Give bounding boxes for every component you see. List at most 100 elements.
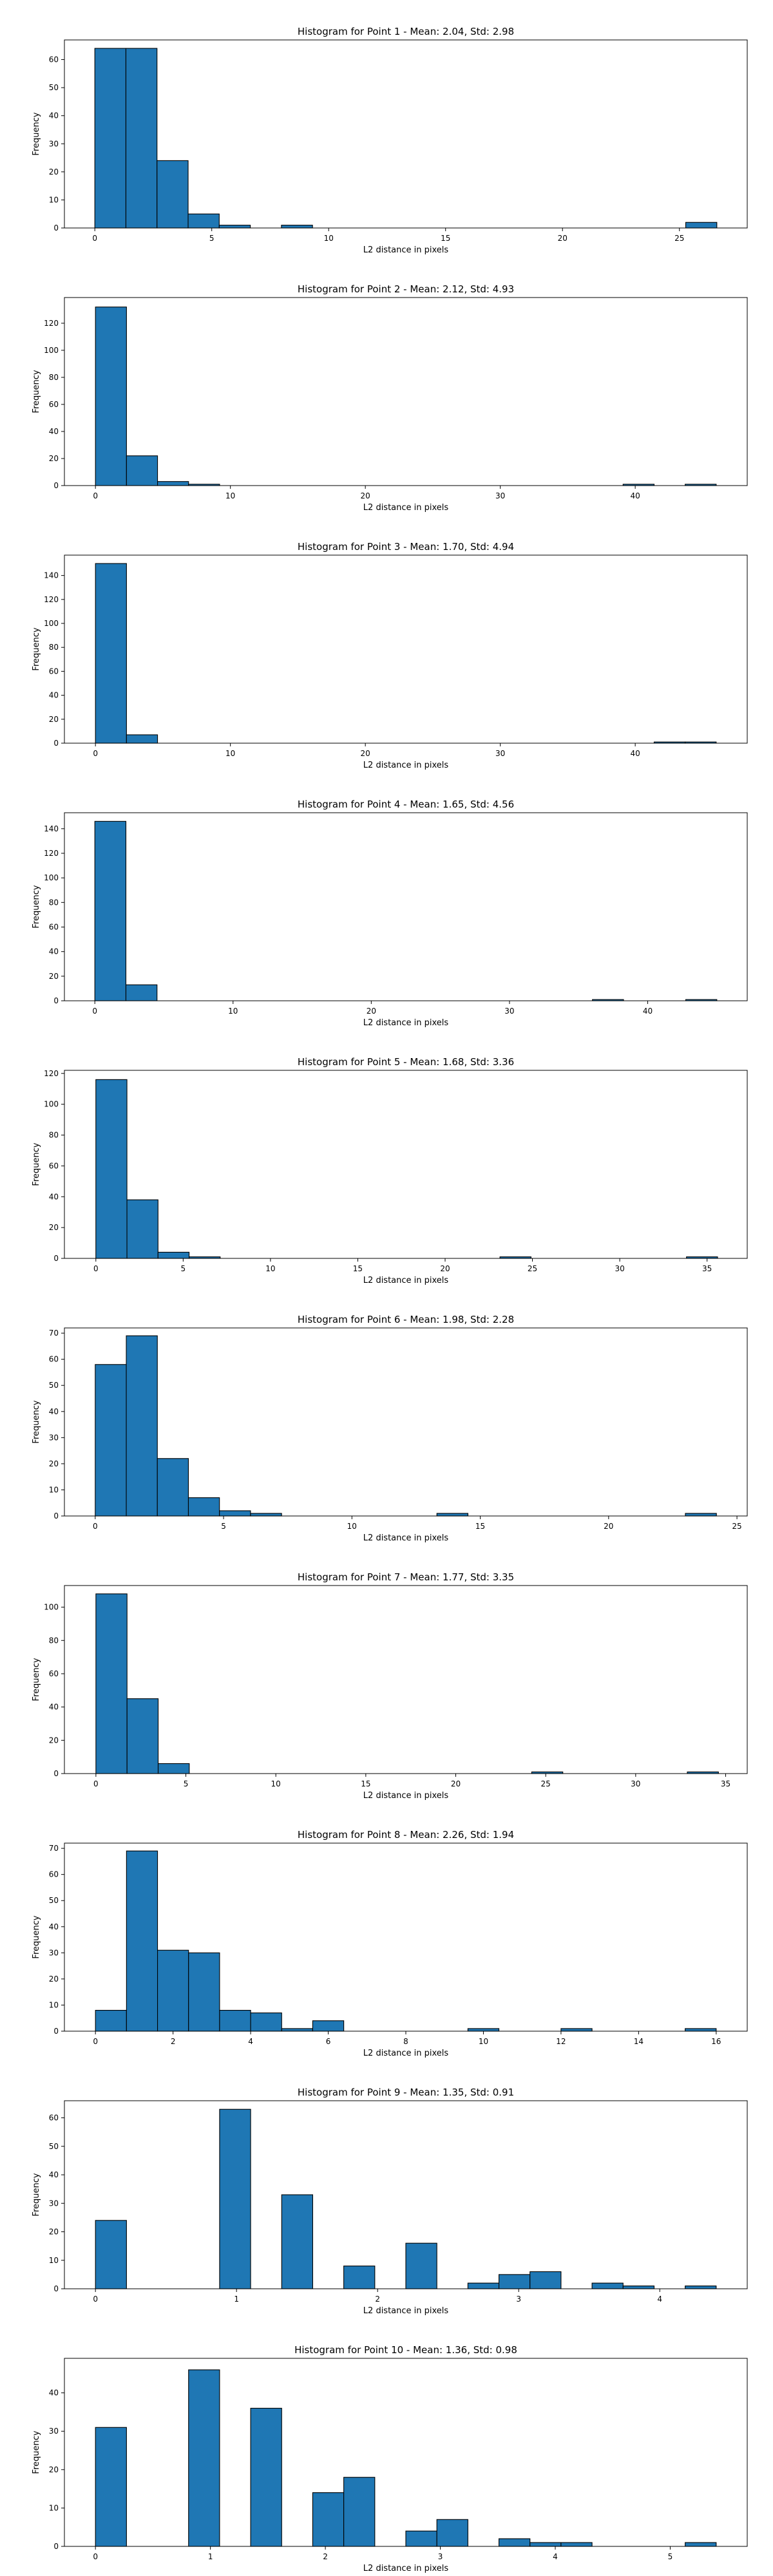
x-tick-label: 3: [438, 2552, 443, 2561]
x-tick-label: 15: [361, 1779, 370, 1788]
x-tick-label: 20: [451, 1779, 461, 1788]
y-axis-label: Frequency: [32, 1400, 41, 1443]
y-tick-label: 30: [49, 1948, 59, 1957]
y-tick-label: 20: [49, 1459, 59, 1468]
y-tick-label: 120: [44, 849, 59, 858]
histogram-chart-10: Histogram for Point 10 - Mean: 1.36, Std…: [32, 2344, 748, 2573]
histogram-bar: [95, 307, 127, 486]
y-tick-label: 40: [49, 111, 59, 120]
x-tick-label: 10: [347, 1522, 357, 1531]
x-tick-label: 25: [541, 1779, 551, 1788]
histogram-bar: [685, 2028, 717, 2032]
histogram-bar: [219, 2010, 251, 2032]
axes-frame: [64, 1585, 748, 1774]
x-axis-label: L2 distance in pixels: [363, 1791, 449, 1801]
y-tick-label: 120: [44, 1069, 59, 1078]
y-tick-label: 30: [49, 2427, 59, 2436]
y-tick-label: 20: [49, 1736, 59, 1745]
axes-frame: [64, 2100, 748, 2289]
histogram-bar: [281, 225, 313, 229]
y-tick-label: 0: [53, 739, 59, 748]
histogram-bar: [343, 2266, 376, 2289]
y-tick-label: 0: [53, 481, 59, 490]
x-tick-label: 0: [93, 491, 98, 500]
histogram-chart-8: Histogram for Point 8 - Mean: 2.26, Std:…: [32, 1829, 748, 2058]
y-tick-label: 80: [49, 898, 59, 907]
x-tick-label: 30: [495, 491, 505, 500]
x-tick-label: 0: [93, 749, 98, 758]
histogram-bar: [157, 1458, 189, 1517]
chart-title: Histogram for Point 9 - Mean: 1.35, Std:…: [298, 2087, 514, 2098]
y-tick-label: 40: [49, 427, 59, 436]
x-axis-label: L2 distance in pixels: [363, 2049, 449, 2058]
histogram-bar: [94, 820, 127, 1001]
y-tick-label: 60: [49, 1870, 59, 1879]
histogram-chart-5: Histogram for Point 5 - Mean: 1.68, Std:…: [32, 1056, 748, 1285]
x-tick-label: 30: [504, 1007, 514, 1016]
x-tick-label: 20: [440, 1264, 450, 1273]
x-tick-label: 2: [323, 2552, 328, 2561]
x-tick-label: 15: [475, 1522, 485, 1531]
histogram-bar: [219, 1510, 251, 1517]
y-axis-label: Frequency: [32, 1915, 41, 1958]
histogram-bar: [187, 213, 220, 229]
histogram-bar: [281, 2028, 314, 2032]
axes-frame: [64, 2358, 748, 2547]
histogram-bar: [187, 1497, 220, 1517]
x-tick-label: 20: [367, 1007, 376, 1016]
histogram-bar: [126, 1850, 158, 2032]
x-tick-label: 5: [668, 2552, 673, 2561]
x-tick-label: 2: [375, 2295, 380, 2304]
histogram-bar: [95, 2220, 127, 2289]
x-tick-label: 3: [516, 2295, 521, 2304]
histogram-chart-2: Histogram for Point 2 - Mean: 2.12, Std:…: [32, 283, 748, 513]
y-tick-label: 60: [49, 55, 59, 64]
x-tick-label: 10: [225, 749, 235, 758]
chart-title: Histogram for Point 7 - Mean: 1.77, Std:…: [298, 1571, 514, 1583]
y-tick-label: 60: [49, 400, 59, 409]
y-tick-label: 20: [49, 167, 59, 176]
histogram-chart-9: Histogram for Point 9 - Mean: 1.35, Std:…: [32, 2087, 748, 2316]
histogram-bar: [281, 2194, 314, 2289]
y-tick-label: 60: [49, 1161, 59, 1170]
y-tick-label: 50: [49, 1381, 59, 1390]
histogram-bar: [218, 225, 251, 229]
x-axis-label: L2 distance in pixels: [363, 2306, 449, 2316]
y-axis-label: Frequency: [32, 1658, 41, 1701]
y-tick-label: 40: [49, 691, 59, 700]
axes-frame: [64, 554, 748, 744]
histogram-bar: [188, 1952, 220, 2032]
y-tick-label: 100: [44, 346, 59, 355]
y-tick-label: 20: [49, 1975, 59, 1984]
histogram-bar: [530, 2271, 562, 2289]
x-tick-label: 10: [225, 491, 235, 500]
y-tick-label: 40: [49, 1407, 59, 1416]
y-axis-label: Frequency: [32, 370, 41, 413]
histogram-bar: [530, 2542, 562, 2547]
x-tick-label: 35: [702, 1264, 712, 1273]
histogram-bar: [436, 1513, 468, 1517]
x-axis-label: L2 distance in pixels: [363, 1276, 449, 1285]
x-tick-label: 1: [234, 2295, 239, 2304]
y-tick-label: 0: [53, 1511, 59, 1520]
x-tick-label: 25: [674, 234, 684, 243]
histogram-bar: [405, 2242, 437, 2289]
histogram-bar: [95, 1593, 128, 1774]
histogram-bar: [157, 160, 189, 229]
y-tick-label: 20: [49, 2228, 59, 2237]
y-tick-label: 120: [44, 595, 59, 604]
y-tick-label: 0: [53, 2284, 59, 2293]
y-tick-label: 40: [49, 2389, 59, 2398]
x-tick-label: 0: [93, 2037, 98, 2046]
histogram-bar: [622, 2286, 655, 2289]
x-tick-label: 20: [361, 491, 370, 500]
y-tick-label: 60: [49, 922, 59, 931]
histogram-bar: [95, 1079, 128, 1259]
x-tick-label: 0: [93, 1264, 99, 1273]
y-tick-label: 80: [49, 1131, 59, 1140]
histogram-bar: [157, 1251, 190, 1259]
y-tick-label: 50: [49, 2142, 59, 2151]
x-tick-label: 4: [657, 2295, 662, 2304]
histogram-bar: [126, 734, 158, 744]
histogram-bar: [250, 1513, 282, 1517]
